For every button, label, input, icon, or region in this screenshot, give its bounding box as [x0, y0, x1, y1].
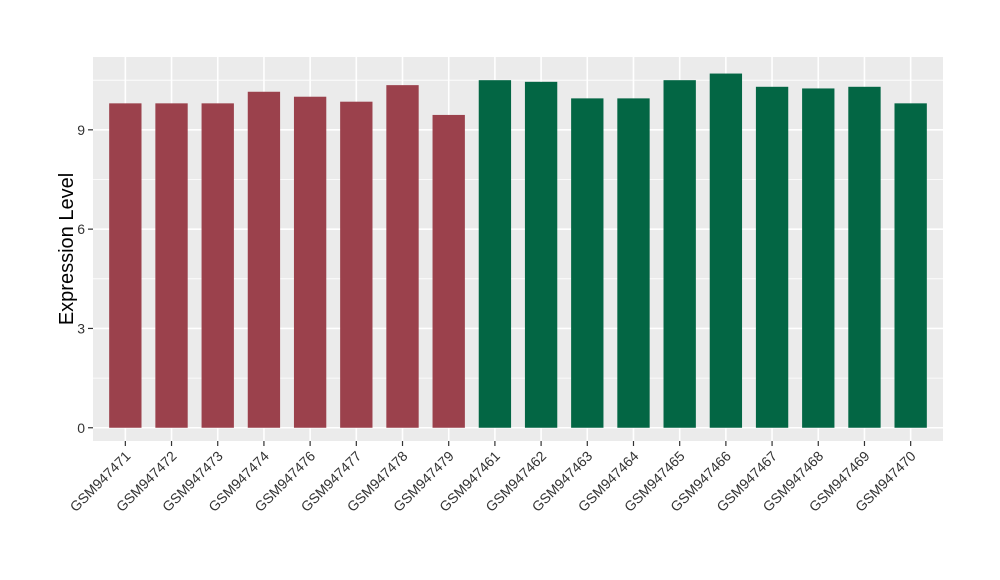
bar-GSM947478	[386, 85, 419, 428]
bar-GSM947473	[201, 103, 234, 428]
y-axis: 0 3 6 9	[77, 122, 93, 436]
bar-GSM947474	[247, 91, 281, 428]
bar-GSM947472	[155, 103, 188, 428]
bar-GSM947466	[709, 73, 743, 428]
plot-panel	[93, 57, 943, 441]
y-tick-label: 9	[77, 122, 85, 138]
bar-GSM947471	[109, 103, 142, 428]
bar-GSM947465	[663, 80, 696, 428]
bar-GSM947470	[894, 103, 927, 428]
bar-GSM947468	[802, 88, 835, 428]
bar-GSM947479	[432, 114, 465, 428]
bar-GSM947467	[755, 86, 789, 428]
bars	[109, 73, 927, 428]
x-axis: GSM947471GSM947472GSM947473GSM947474GSM9…	[67, 441, 919, 515]
bar-GSM947464	[617, 98, 650, 428]
y-axis-title: Expression Level	[56, 173, 78, 325]
bar-GSM947462	[524, 81, 558, 428]
y-tick-label: 3	[77, 320, 85, 336]
bar-GSM947461	[478, 80, 512, 428]
y-tick-label: 6	[77, 221, 85, 237]
bar-GSM947476	[293, 96, 327, 428]
bar-GSM947463	[571, 98, 604, 428]
y-tick-label: 0	[77, 420, 85, 436]
bar-GSM947469	[848, 86, 881, 428]
bar-GSM947477	[340, 101, 373, 428]
